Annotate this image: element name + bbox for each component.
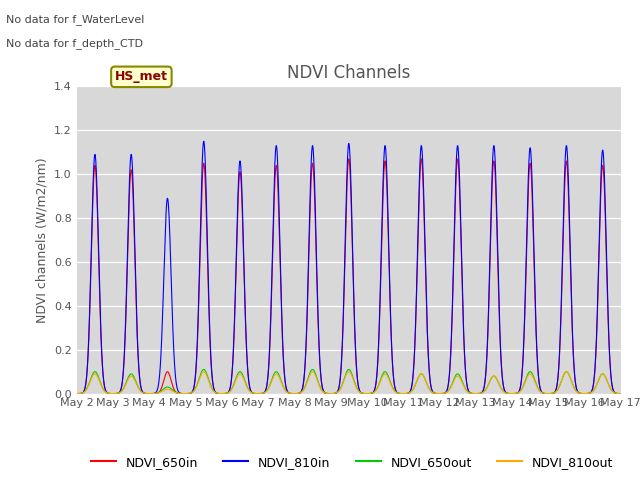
NDVI_650in xyxy=(209,377,216,383)
NDVI_810in xyxy=(200,138,207,144)
NDVI_650out xyxy=(330,391,338,396)
NDVI_650out xyxy=(308,367,316,372)
Line: NDVI_650out: NDVI_650out xyxy=(77,370,621,394)
Text: No data for f_WaterLevel: No data for f_WaterLevel xyxy=(6,14,145,25)
NDVI_810out xyxy=(330,391,338,396)
NDVI_810out xyxy=(563,369,570,374)
NDVI_650out xyxy=(582,391,589,396)
Text: No data for f_depth_CTD: No data for f_depth_CTD xyxy=(6,38,143,49)
NDVI_810out xyxy=(209,387,216,393)
Line: NDVI_810out: NDVI_810out xyxy=(77,372,621,394)
NDVI_650out xyxy=(617,391,625,396)
Title: NDVI Channels: NDVI Channels xyxy=(287,64,410,82)
NDVI_810in xyxy=(330,391,338,396)
NDVI_650out xyxy=(422,379,430,384)
NDVI_810in xyxy=(402,391,410,396)
NDVI_650in xyxy=(463,378,470,384)
NDVI_810in xyxy=(73,391,81,396)
NDVI_650out xyxy=(209,386,216,392)
NDVI_650in xyxy=(402,391,410,396)
NDVI_810out xyxy=(147,391,154,396)
NDVI_650in xyxy=(417,156,425,162)
NDVI_810out xyxy=(617,391,625,396)
NDVI_650in xyxy=(617,391,625,396)
NDVI_650in xyxy=(330,391,338,396)
NDVI_650in xyxy=(147,391,154,396)
NDVI_810out xyxy=(582,391,589,396)
Legend: NDVI_650in, NDVI_810in, NDVI_650out, NDVI_810out: NDVI_650in, NDVI_810in, NDVI_650out, NDV… xyxy=(86,451,618,474)
Text: HS_met: HS_met xyxy=(115,71,168,84)
NDVI_810in xyxy=(209,376,216,382)
NDVI_810out xyxy=(402,391,410,396)
NDVI_810in xyxy=(463,377,470,383)
Line: NDVI_650in: NDVI_650in xyxy=(77,159,621,394)
NDVI_650out xyxy=(463,387,470,393)
NDVI_810in xyxy=(617,391,625,396)
NDVI_810out xyxy=(422,379,430,384)
NDVI_650in xyxy=(582,391,589,396)
NDVI_650out xyxy=(73,391,81,396)
NDVI_810out xyxy=(463,387,470,393)
Y-axis label: NDVI channels (W/m2/nm): NDVI channels (W/m2/nm) xyxy=(36,157,49,323)
NDVI_650in xyxy=(73,391,81,396)
NDVI_650in xyxy=(422,290,430,296)
NDVI_810in xyxy=(422,284,430,289)
NDVI_810in xyxy=(582,391,589,396)
Line: NDVI_810in: NDVI_810in xyxy=(77,141,621,394)
NDVI_650out xyxy=(402,391,410,396)
NDVI_810out xyxy=(73,391,81,396)
